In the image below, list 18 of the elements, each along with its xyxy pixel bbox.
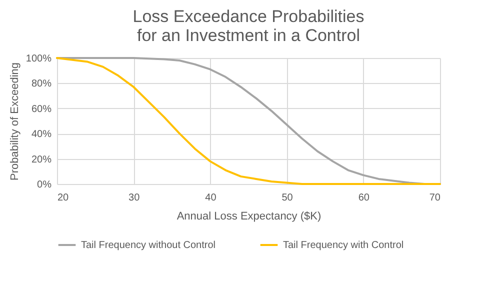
x-axis-title: Annual Loss Expectancy ($K) bbox=[176, 210, 322, 222]
line-series bbox=[56, 57, 441, 185]
legend-label: Tail Frequency without Control bbox=[81, 240, 216, 251]
y-axis-title: Probability of Exceeding bbox=[8, 62, 21, 181]
legend-label: Tail Frequency with Control bbox=[283, 240, 404, 251]
y-tick-label: 100% bbox=[26, 54, 52, 64]
x-tick-label: 30 bbox=[128, 192, 140, 204]
y-tick-label: 60% bbox=[31, 104, 52, 115]
x-tick-label: 70 bbox=[429, 192, 441, 204]
y-tick-label: 0% bbox=[37, 180, 52, 190]
x-tick-label: 60 bbox=[358, 192, 370, 204]
x-tick-label: 50 bbox=[282, 192, 294, 204]
x-tick-label: 20 bbox=[58, 192, 70, 204]
y-tick-label: 80% bbox=[31, 78, 52, 90]
y-tick-label: 20% bbox=[31, 154, 52, 166]
chart-title: Loss Exceedance Probabilities for an Investment in a Control bbox=[132, 7, 364, 45]
y-tick-label: 40% bbox=[31, 129, 52, 140]
x-tick-label: 40 bbox=[205, 192, 217, 204]
